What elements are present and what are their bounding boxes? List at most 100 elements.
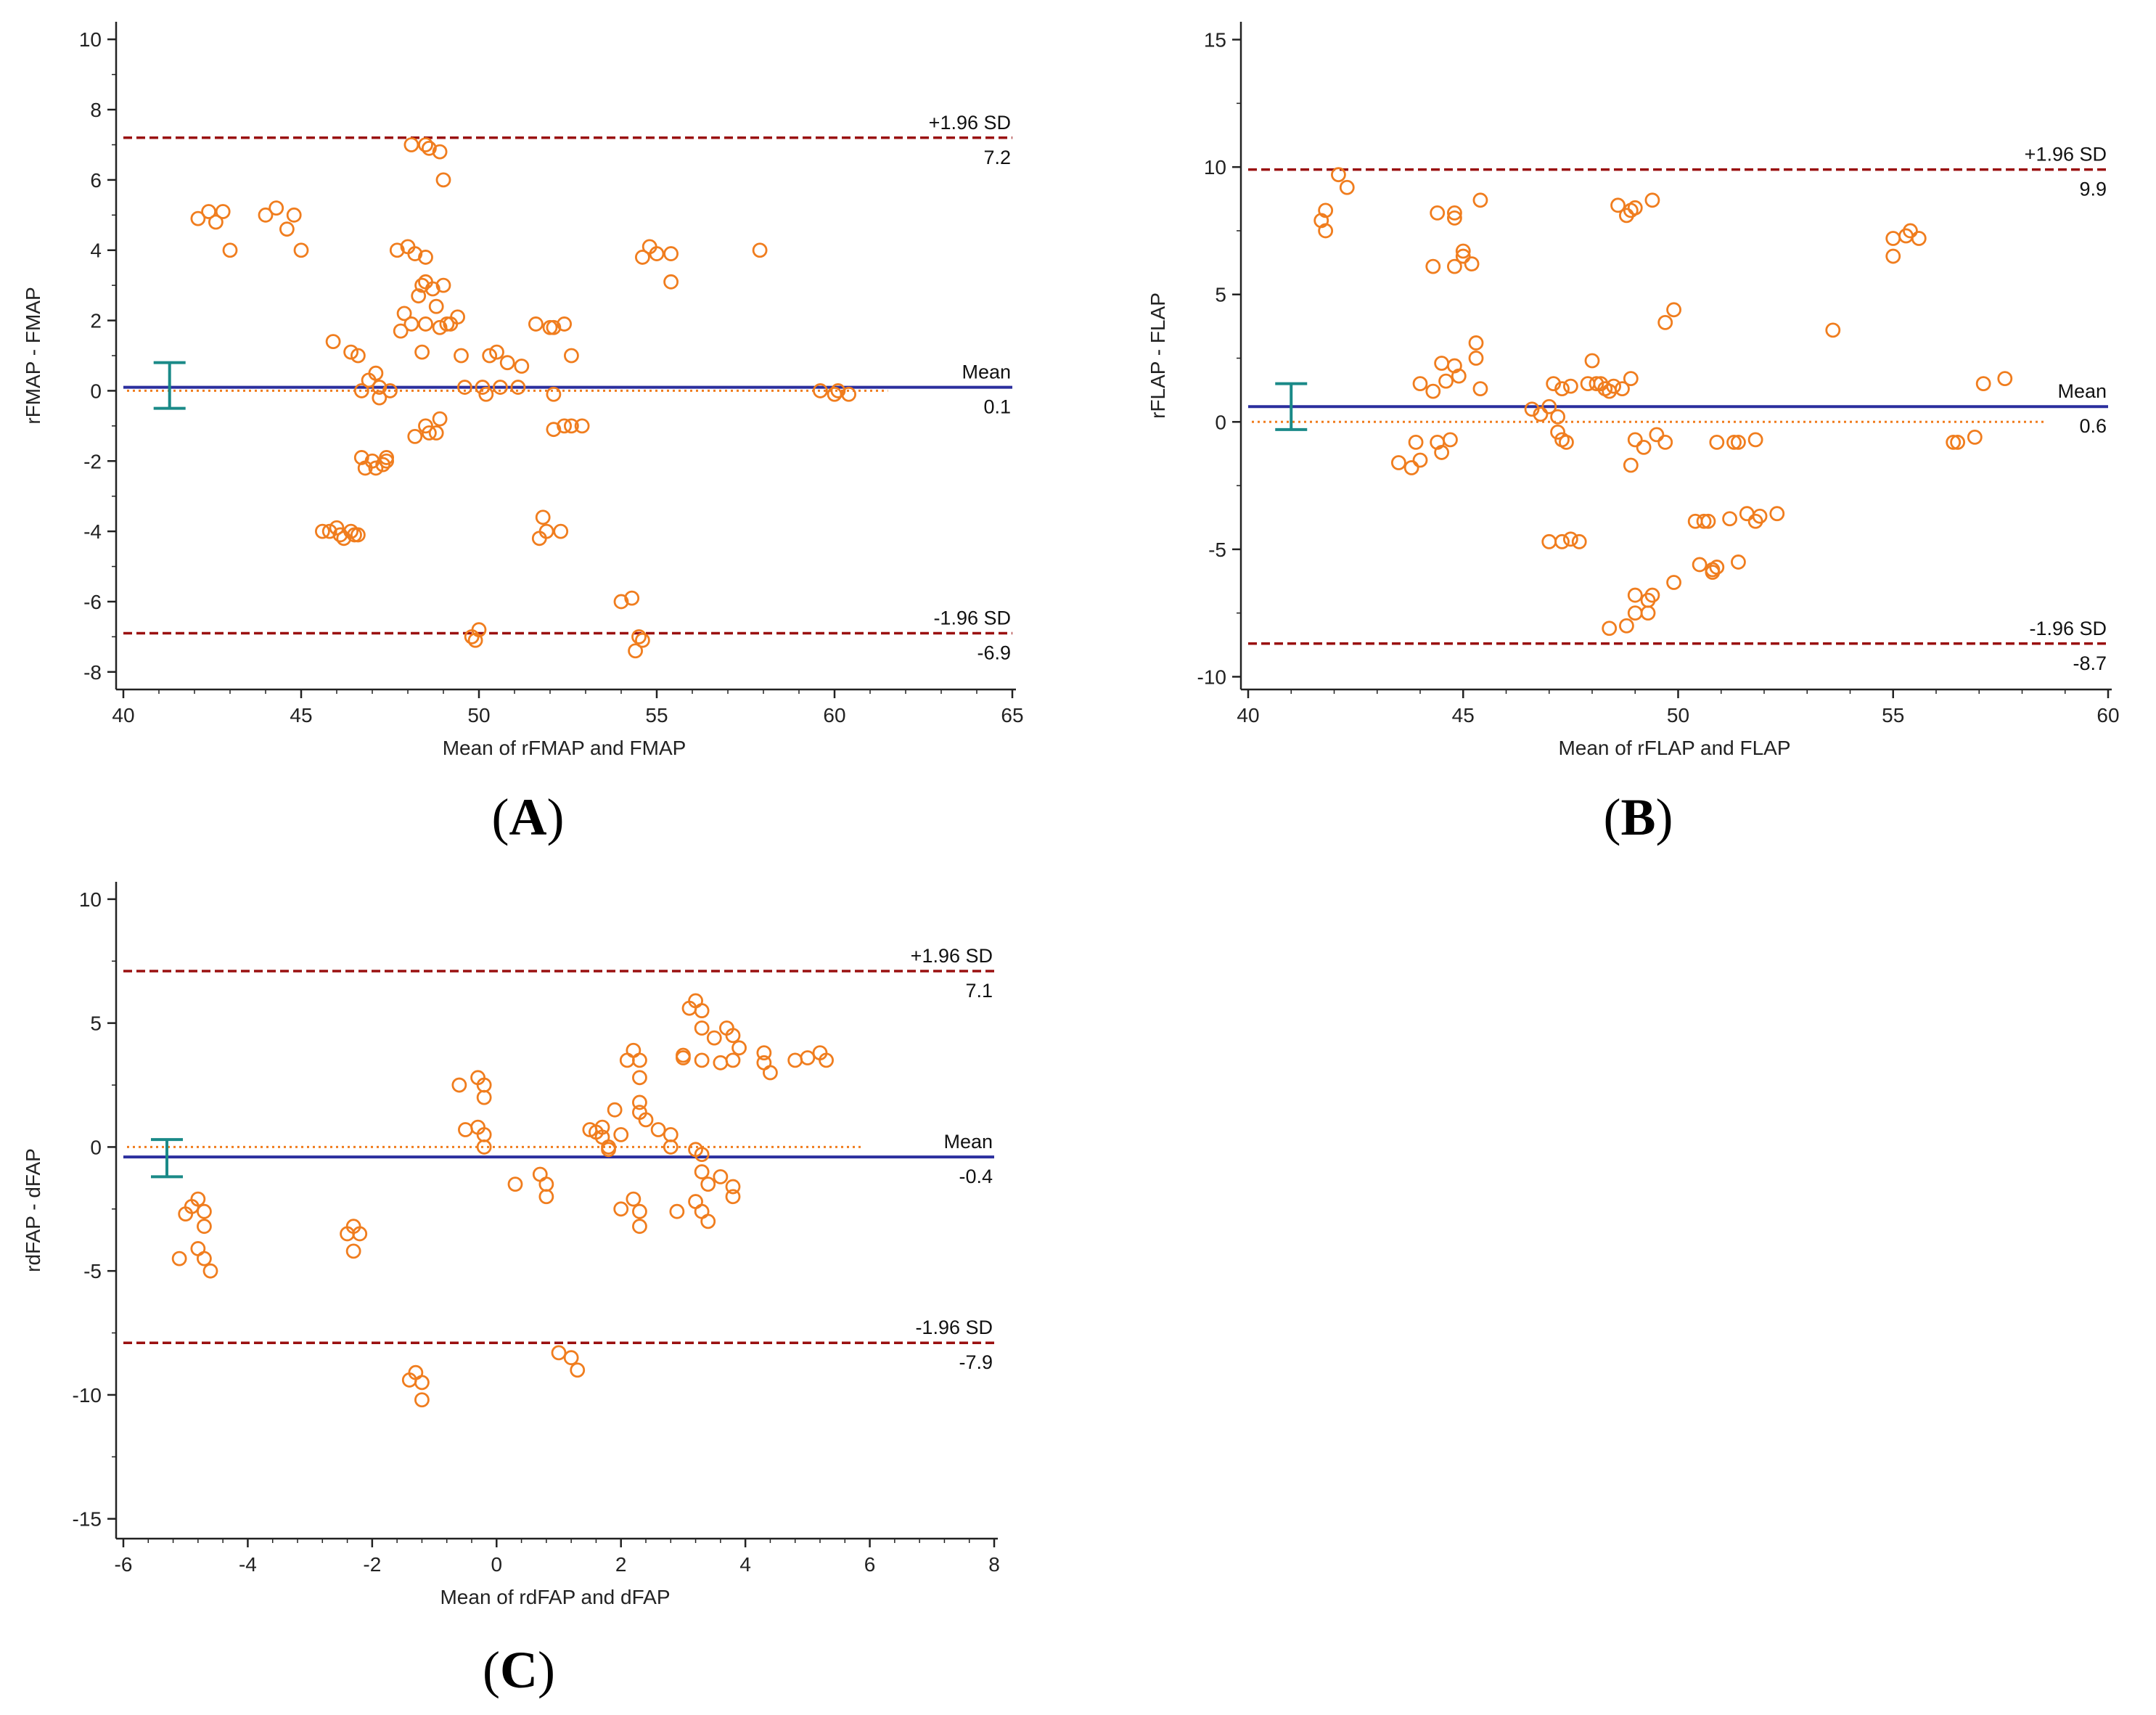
data-point: [635, 250, 650, 265]
data-point: [343, 344, 359, 360]
data-point: [650, 1122, 666, 1137]
data-point: [425, 281, 440, 297]
data-point: [1524, 401, 1540, 417]
data-point: [725, 1179, 741, 1195]
x-tick-label: 50: [1667, 704, 1689, 726]
data-point: [393, 323, 409, 339]
data-point: [411, 288, 427, 304]
data-point: [538, 523, 554, 539]
mean-value: 0.6: [2079, 415, 2107, 437]
data-point: [694, 1020, 710, 1036]
data-point: [1903, 223, 1918, 239]
data-point: [432, 319, 448, 335]
data-point: [638, 1112, 654, 1128]
data-point: [382, 383, 398, 398]
data-point: [1885, 248, 1901, 264]
data-point: [364, 453, 380, 469]
data-point: [1722, 511, 1738, 527]
data-point: [553, 523, 569, 539]
data-point: [607, 1102, 623, 1118]
data-point: [476, 1089, 492, 1105]
data-point: [628, 643, 643, 659]
data-point: [700, 1176, 716, 1192]
data-point: [676, 1050, 691, 1065]
data-point: [557, 418, 572, 434]
data-point: [1472, 381, 1488, 397]
x-tick-label: 4: [739, 1553, 751, 1576]
data-point: [787, 1052, 803, 1068]
data-point: [222, 242, 238, 258]
data-point: [269, 200, 284, 216]
data-point: [1696, 513, 1712, 529]
data-point: [314, 523, 330, 539]
mean-title: Mean: [943, 1131, 993, 1153]
x-tick-label: 45: [1452, 704, 1475, 726]
data-point: [694, 1164, 710, 1179]
data-point: [1700, 513, 1716, 529]
data-point: [800, 1050, 816, 1065]
data-point: [613, 594, 629, 610]
y-tick-label: 0: [90, 1136, 102, 1158]
data-point: [841, 386, 856, 402]
data-point: [1533, 406, 1549, 422]
data-point: [1468, 335, 1484, 351]
data-point: [457, 380, 472, 395]
data-point: [414, 1375, 430, 1391]
data-point: [635, 632, 650, 648]
data-point: [1430, 205, 1446, 221]
data-point: [418, 137, 433, 152]
data-point: [190, 210, 206, 226]
data-point: [321, 523, 337, 539]
data-point: [663, 1139, 679, 1155]
data-point: [1997, 371, 2013, 387]
data-point: [1615, 381, 1630, 397]
data-point: [372, 380, 388, 395]
data-point: [325, 334, 341, 350]
data-point: [631, 629, 647, 644]
data-point: [1649, 427, 1665, 443]
lower-limit-value: -8.7: [2073, 652, 2107, 674]
data-point: [551, 1345, 567, 1361]
data-point: [632, 1094, 647, 1110]
y-tick-label: -4: [83, 520, 102, 543]
data-point: [694, 1003, 710, 1018]
data-point: [1739, 506, 1755, 522]
y-tick-label: 10: [79, 888, 102, 911]
x-axis-label: Mean of rFMAP and FMAP: [443, 737, 686, 759]
data-point: [435, 277, 451, 293]
data-point: [1390, 455, 1406, 470]
data-point: [1752, 508, 1768, 524]
y-tick-label: 5: [90, 1012, 102, 1035]
data-point: [450, 309, 465, 325]
data-point: [1731, 554, 1746, 570]
data-point: [694, 1147, 710, 1163]
x-tick-label: 45: [290, 704, 312, 726]
data-point: [1447, 210, 1462, 226]
mean-title: Mean: [2057, 380, 2107, 402]
data-point: [669, 1203, 685, 1219]
data-point: [1546, 376, 1562, 392]
data-point: [1443, 432, 1458, 448]
data-point: [1562, 378, 1578, 394]
y-tick-label: 6: [90, 169, 102, 192]
data-point: [215, 204, 231, 219]
data-point: [1967, 429, 1983, 445]
x-tick-label: 2: [615, 1553, 627, 1576]
data-point: [1403, 460, 1419, 475]
data-point: [1644, 192, 1660, 208]
data-point: [1885, 231, 1901, 246]
data-point: [546, 422, 562, 438]
y-tick-label: -6: [83, 591, 102, 613]
data-point: [563, 1350, 579, 1366]
data-point: [538, 1189, 554, 1205]
x-tick-label: 0: [491, 1553, 502, 1576]
data-point: [725, 1052, 741, 1068]
data-point: [1602, 621, 1618, 637]
data-point: [1825, 322, 1841, 338]
data-point: [538, 1176, 554, 1192]
data-point: [345, 1243, 361, 1259]
data-point: [350, 348, 366, 364]
x-tick-label: 40: [1237, 704, 1259, 726]
data-point: [422, 425, 437, 441]
